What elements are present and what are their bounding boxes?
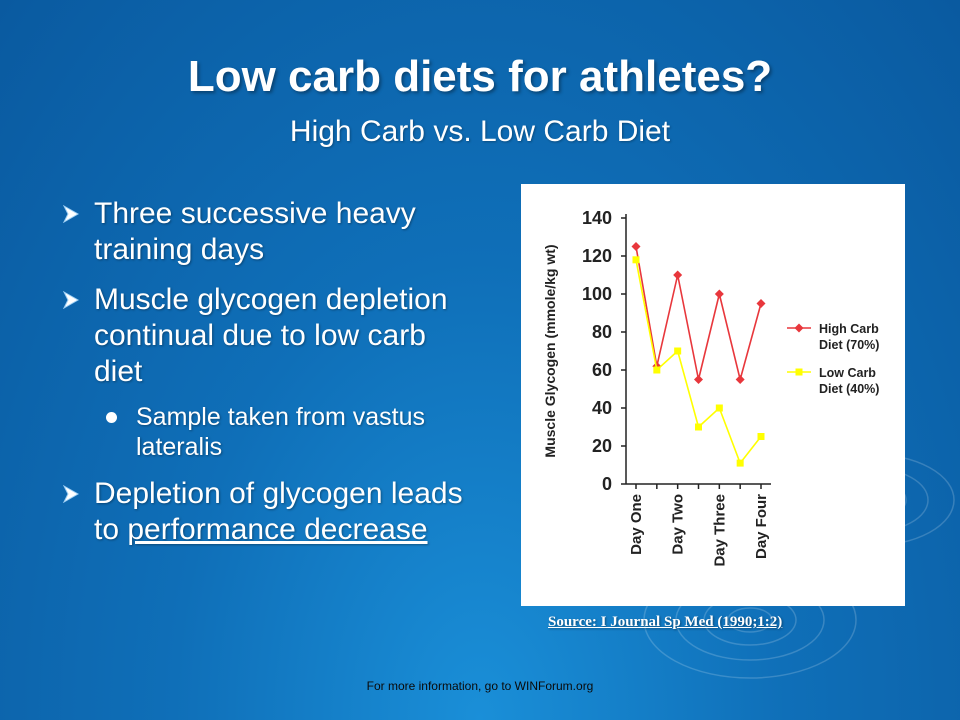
arrow-bullet-icon — [62, 291, 80, 309]
slide-title: Low carb diets for athletes? — [187, 52, 773, 101]
high-carb-point — [673, 270, 683, 280]
slide-subtitle: High Carb vs. Low Carb Diet — [289, 115, 671, 148]
x-tick-label: Day One — [628, 494, 645, 555]
bullet-text: Three successive heavy training days — [94, 197, 416, 266]
low-carb-point — [736, 459, 744, 467]
series-line-low-carb — [635, 259, 762, 465]
low-carb-point — [674, 347, 682, 355]
y-tick-label: 40 — [592, 398, 612, 418]
high-carb-point — [631, 242, 641, 251]
legend-label: High Carb — [819, 322, 879, 336]
y-tick-label: 0 — [602, 474, 612, 494]
low-carb-point — [757, 433, 765, 440]
sub-bullet-item: Sample taken from vastus lateralis — [62, 402, 482, 462]
y-tick-label: 140 — [582, 208, 612, 228]
legend-label: Diet (70%) — [819, 338, 879, 352]
y-axis-label: Muscle Glycogen (mmole/kg wt) — [542, 244, 558, 457]
dot-bullet-icon — [106, 412, 117, 423]
high-carb-point — [735, 375, 745, 384]
bullet-text: Depletion of glycogen leads to — [94, 477, 463, 546]
footer-note: For more information, go to WINForum.org — [366, 679, 594, 693]
y-tick-label: 60 — [592, 360, 612, 380]
low-carb-point — [632, 256, 640, 264]
high-carb-point — [756, 299, 766, 308]
bullet-list: Three successive heavy training days Mus… — [62, 196, 482, 562]
legend-marker-low-carb — [795, 368, 803, 376]
low-carb-point — [715, 404, 723, 412]
low-carb-point — [695, 423, 702, 431]
chart-svg: 0 20 40 60 80 100 120 140 Muscle Glycogen (mmole… — [542, 208, 879, 567]
sub-bullet-text: Sample taken from vastus lateralis — [136, 403, 426, 461]
x-tick-label: Day Three — [711, 494, 728, 567]
y-tick-label: 120 — [582, 246, 612, 266]
arrow-bullet-icon — [62, 485, 80, 503]
legend-label: Diet (40%) — [819, 382, 879, 396]
high-carb-point — [714, 289, 724, 299]
legend-marker-high-carb — [794, 323, 804, 333]
bullet-item: Depletion of glycogen leads to performan… — [62, 476, 482, 548]
bullet-item: Three successive heavy training days — [62, 196, 482, 268]
high-carb-point — [694, 375, 703, 384]
source-citation: Source: I Journal Sp Med (1990;1:2) — [548, 614, 783, 630]
underlined-text: performance decrease — [127, 513, 428, 546]
bullet-item: Muscle glycogen depletion continual due … — [62, 282, 482, 390]
y-tick-label: 20 — [592, 436, 612, 456]
x-tick-label: Day Two — [670, 494, 687, 555]
glycogen-chart: 0 20 40 60 80 100 120 140 Muscle Glycogen (mmole… — [521, 184, 905, 606]
y-tick-label: 100 — [582, 284, 612, 304]
bullet-text: Muscle glycogen depletion continual due … — [94, 283, 448, 388]
y-tick-label: 80 — [592, 322, 612, 342]
arrow-bullet-icon — [62, 205, 80, 223]
x-tick-label: Day Four — [753, 494, 770, 559]
low-carb-point — [653, 366, 661, 374]
legend-label: Low Carb — [819, 366, 876, 380]
